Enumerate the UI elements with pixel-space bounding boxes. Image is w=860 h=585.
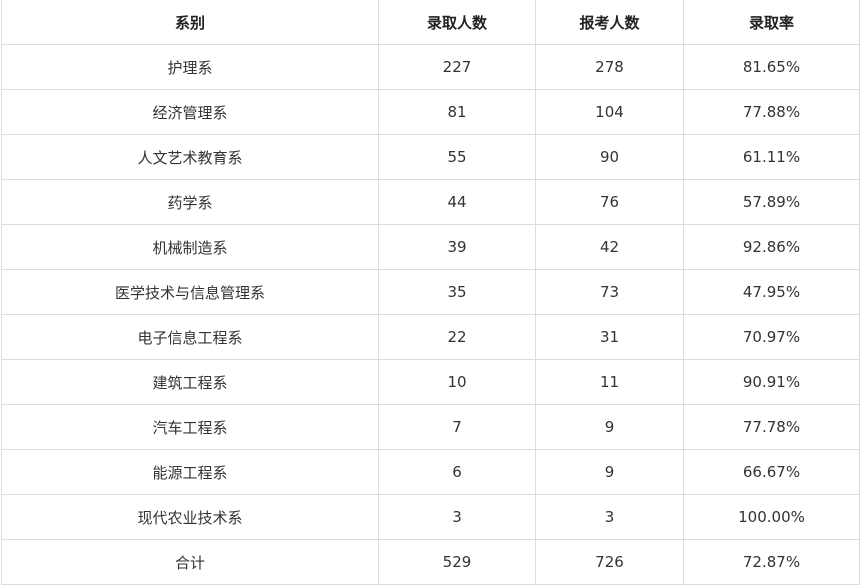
- cell-department: 医学技术与信息管理系: [1, 269, 379, 315]
- cell-department: 现代农业技术系: [1, 494, 379, 540]
- cell-rate: 77.78%: [683, 404, 860, 450]
- cell-department: 汽车工程系: [1, 404, 379, 450]
- header-applicants: 报考人数: [535, 0, 684, 45]
- cell-admitted: 529: [378, 539, 536, 585]
- cell-applicants: 104: [535, 89, 684, 135]
- cell-applicants: 11: [535, 359, 684, 405]
- cell-applicants: 42: [535, 224, 684, 270]
- cell-department: 经济管理系: [1, 89, 379, 135]
- cell-rate: 77.88%: [683, 89, 860, 135]
- cell-admitted: 35: [378, 269, 536, 315]
- cell-rate: 61.11%: [683, 134, 860, 180]
- header-rate: 录取率: [683, 0, 860, 45]
- cell-rate: 90.91%: [683, 359, 860, 405]
- cell-rate: 57.89%: [683, 179, 860, 225]
- cell-rate: 70.97%: [683, 314, 860, 360]
- cell-admitted: 39: [378, 224, 536, 270]
- cell-department: 护理系: [1, 44, 379, 90]
- cell-applicants: 31: [535, 314, 684, 360]
- cell-rate: 47.95%: [683, 269, 860, 315]
- cell-department: 合计: [1, 539, 379, 585]
- cell-rate: 92.86%: [683, 224, 860, 270]
- table-row: 药学系 44 76 57.89%: [1, 179, 860, 225]
- cell-rate: 81.65%: [683, 44, 860, 90]
- table-row: 人文艺术教育系 55 90 61.11%: [1, 134, 860, 180]
- cell-admitted: 6: [378, 449, 536, 495]
- cell-admitted: 227: [378, 44, 536, 90]
- cell-applicants: 9: [535, 404, 684, 450]
- cell-rate: 66.67%: [683, 449, 860, 495]
- table-row: 汽车工程系 7 9 77.78%: [1, 404, 860, 450]
- table-row: 护理系 227 278 81.65%: [1, 44, 860, 90]
- cell-admitted: 3: [378, 494, 536, 540]
- cell-admitted: 55: [378, 134, 536, 180]
- cell-admitted: 44: [378, 179, 536, 225]
- cell-rate: 100.00%: [683, 494, 860, 540]
- table-row: 电子信息工程系 22 31 70.97%: [1, 314, 860, 360]
- table-row: 能源工程系 6 9 66.67%: [1, 449, 860, 495]
- cell-department: 人文艺术教育系: [1, 134, 379, 180]
- cell-applicants: 278: [535, 44, 684, 90]
- cell-department: 建筑工程系: [1, 359, 379, 405]
- cell-applicants: 9: [535, 449, 684, 495]
- table-row: 现代农业技术系 3 3 100.00%: [1, 494, 860, 540]
- cell-applicants: 73: [535, 269, 684, 315]
- cell-department: 能源工程系: [1, 449, 379, 495]
- table-header-row: 系别 录取人数 报考人数 录取率: [1, 0, 860, 45]
- cell-department: 电子信息工程系: [1, 314, 379, 360]
- cell-admitted: 10: [378, 359, 536, 405]
- cell-department: 机械制造系: [1, 224, 379, 270]
- cell-applicants: 3: [535, 494, 684, 540]
- header-department: 系别: [1, 0, 379, 45]
- cell-admitted: 22: [378, 314, 536, 360]
- table-row: 医学技术与信息管理系 35 73 47.95%: [1, 269, 860, 315]
- table-row: 建筑工程系 10 11 90.91%: [1, 359, 860, 405]
- table-row: 经济管理系 81 104 77.88%: [1, 89, 860, 135]
- cell-applicants: 76: [535, 179, 684, 225]
- total-row: 合计 529 726 72.87%: [1, 539, 860, 585]
- table-row: 机械制造系 39 42 92.86%: [1, 224, 860, 270]
- cell-rate: 72.87%: [683, 539, 860, 585]
- cell-department: 药学系: [1, 179, 379, 225]
- cell-admitted: 81: [378, 89, 536, 135]
- cell-applicants: 726: [535, 539, 684, 585]
- cell-admitted: 7: [378, 404, 536, 450]
- cell-applicants: 90: [535, 134, 684, 180]
- header-admitted: 录取人数: [378, 0, 536, 45]
